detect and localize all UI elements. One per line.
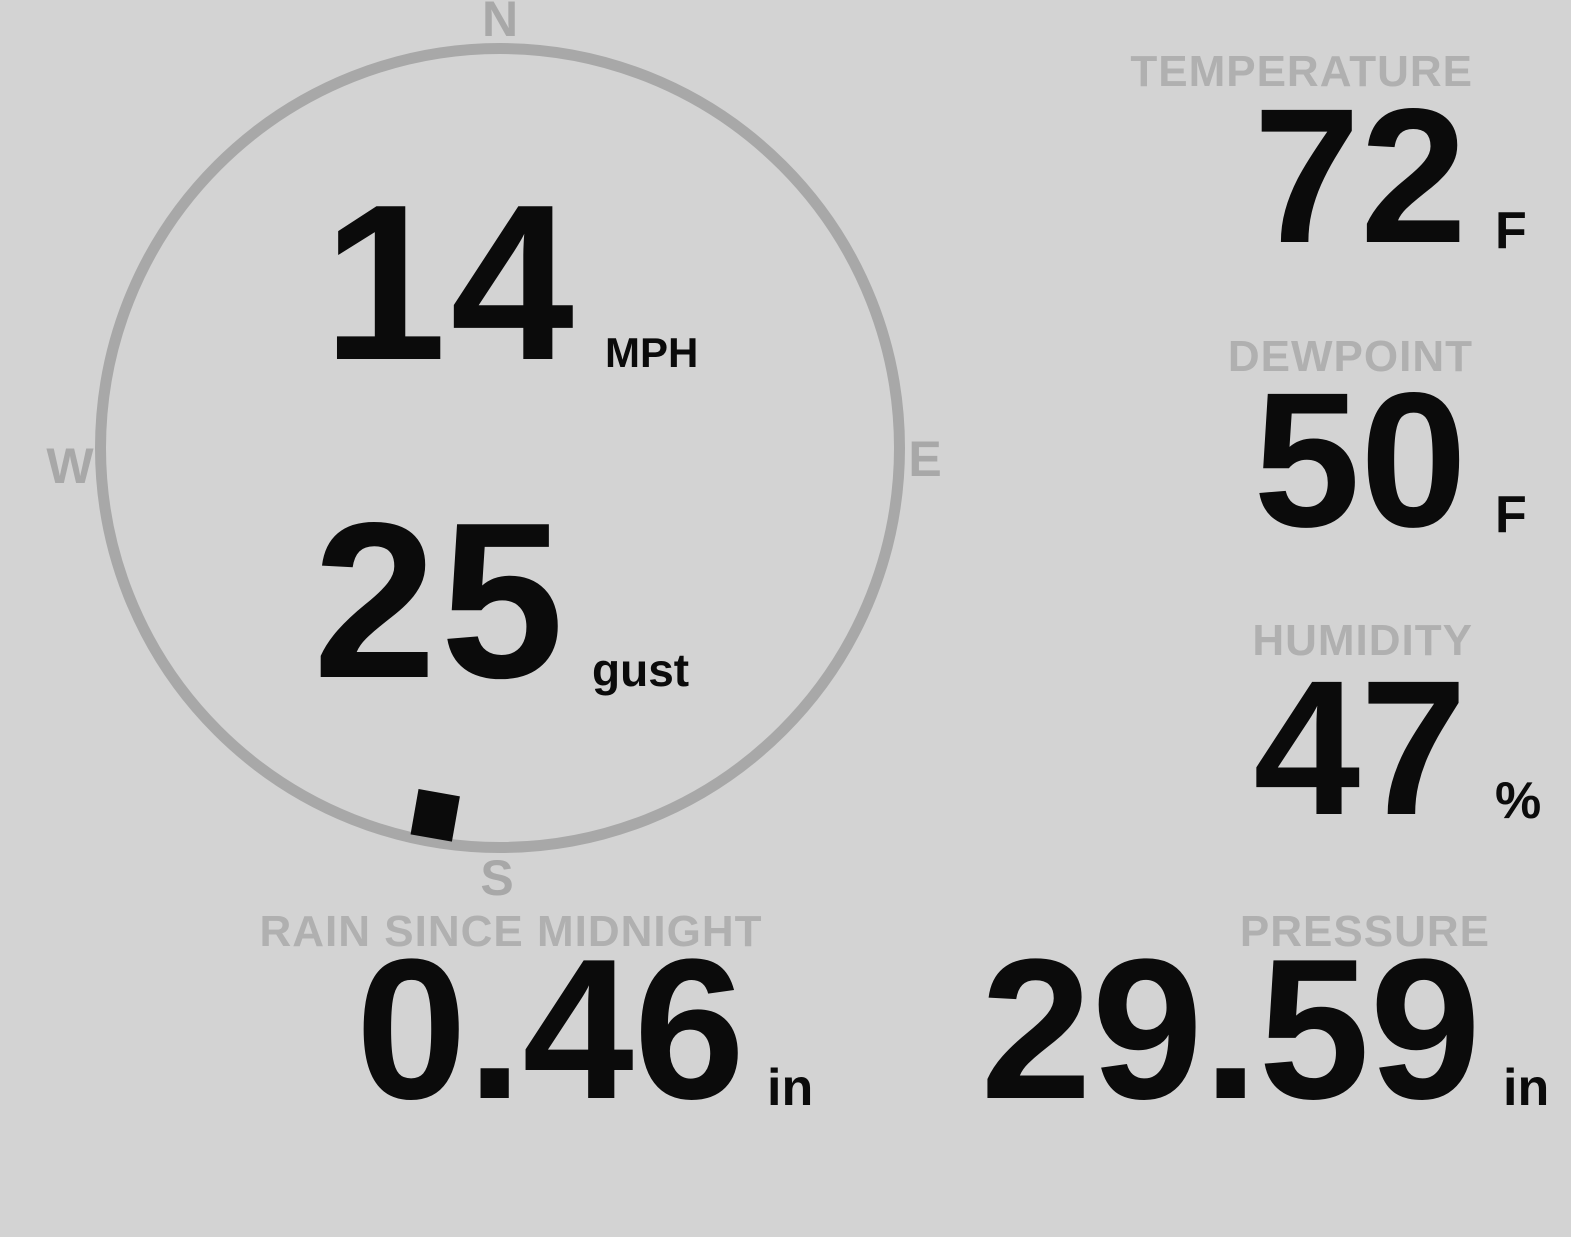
- temperature-unit: F: [1495, 202, 1527, 260]
- dewpoint-value: 50: [1253, 352, 1467, 567]
- pressure-label: PRESSURE: [1239, 907, 1490, 956]
- humidity-label: HUMIDITY: [1252, 616, 1473, 665]
- rain-unit: in: [767, 1059, 814, 1117]
- pressure-value: 29.59: [980, 918, 1482, 1141]
- dewpoint-label: DEWPOINT: [1227, 332, 1473, 381]
- compass-ring-svg: [95, 43, 905, 853]
- humidity-unit: %: [1495, 772, 1542, 830]
- wind-direction-marker: [410, 789, 460, 842]
- compass-label-north: N: [481, 0, 519, 47]
- dewpoint-unit: F: [1495, 486, 1527, 544]
- temperature-label: TEMPERATURE: [1130, 47, 1473, 96]
- compass-circle: [95, 43, 905, 853]
- wind-speed-group: 14 MPH: [323, 172, 698, 394]
- wind-speed-unit: MPH: [605, 329, 699, 376]
- wind-direction-marker-rect: [410, 789, 460, 842]
- rain-value: 0.46: [355, 918, 745, 1141]
- compass-label-east: E: [908, 431, 942, 487]
- humidity-value: 47: [1253, 640, 1467, 855]
- pressure-unit: in: [1503, 1059, 1550, 1117]
- temperature-value: 72: [1253, 68, 1467, 283]
- compass-label-south: S: [480, 850, 514, 906]
- rain-label: RAIN SINCE MIDNIGHT: [259, 907, 763, 956]
- wind-gust-value: 25: [313, 477, 568, 725]
- wind-gust-group: 25 gust: [313, 490, 689, 712]
- compass-label-west: W: [46, 438, 94, 494]
- wind-gust-unit: gust: [592, 644, 690, 696]
- wind-speed-value: 14: [323, 159, 578, 407]
